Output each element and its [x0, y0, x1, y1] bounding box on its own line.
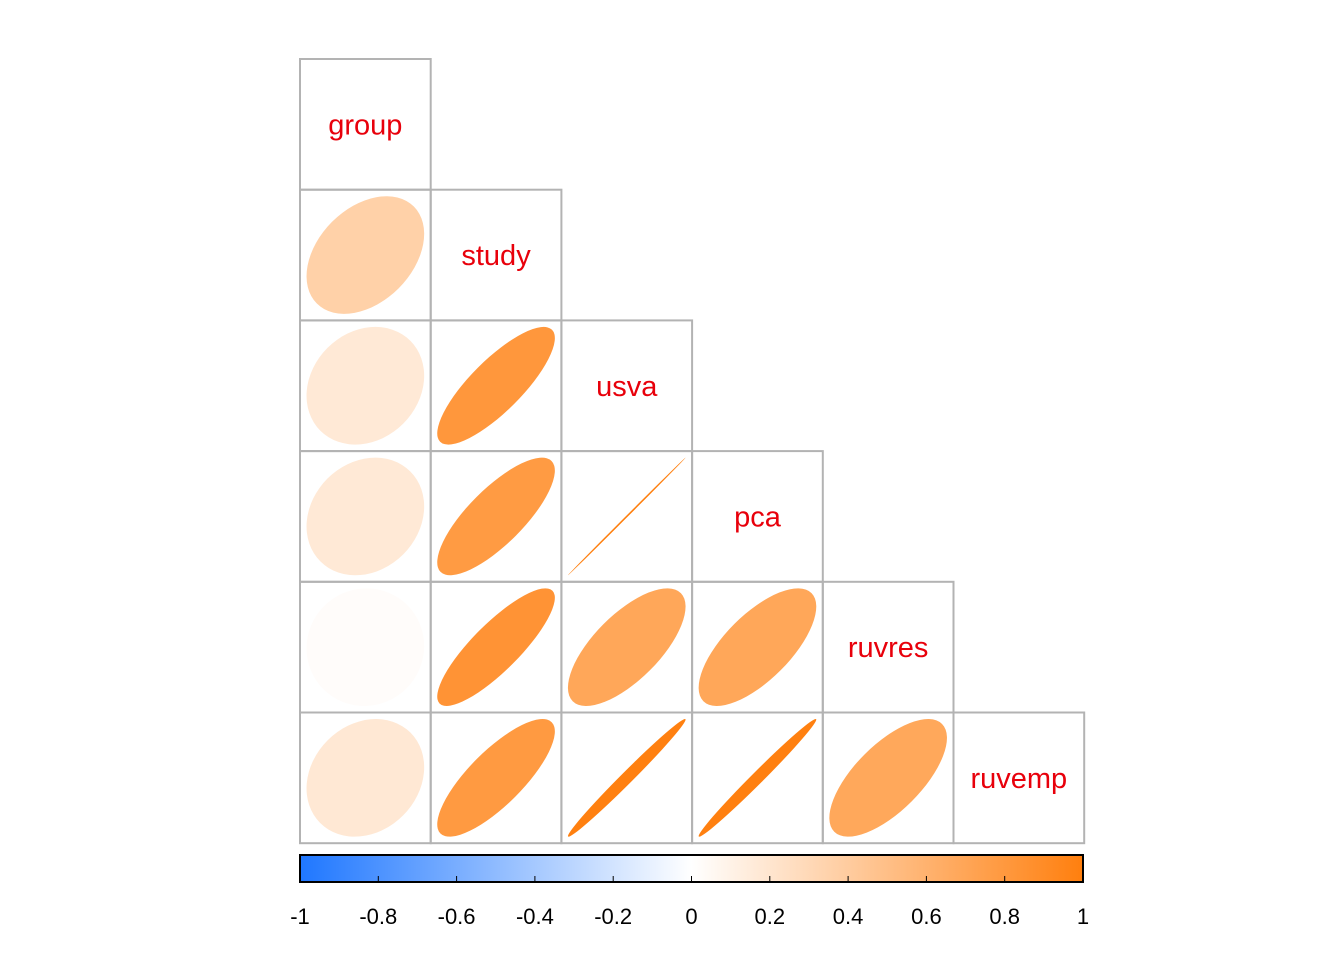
colorbar-tick-label: -0.4: [516, 904, 554, 929]
cell-ruvemp-ruvemp: [952, 711, 1086, 845]
ellipse-pca-usva: [567, 457, 686, 576]
ellipse-ruvemp-ruvres: [829, 719, 947, 837]
variable-label-study: study: [461, 240, 531, 272]
ellipse-usva-group: [306, 326, 425, 445]
variable-label-group: group: [328, 109, 402, 141]
variable-label-usva: usva: [596, 371, 658, 403]
ellipse-ruvemp-group: [306, 719, 425, 837]
colorbar-tick-label: 0: [685, 904, 697, 929]
ellipse-usva-study: [437, 326, 555, 445]
ellipse-ruvemp-study: [437, 719, 555, 837]
ellipse-ruvres-usva: [567, 588, 686, 706]
ellipse-ruvemp-pca: [698, 719, 817, 837]
colorbar-tick-label: -0.6: [438, 904, 476, 929]
colorbar-tick-label: -1: [290, 904, 310, 929]
ellipse-study-group: [306, 196, 425, 314]
variable-label-ruvemp: ruvemp: [970, 763, 1067, 795]
colorbar-tick-label: 0.6: [911, 904, 942, 929]
ellipse-ruvres-pca: [698, 588, 817, 706]
correlation-matrix: group study usva pca ruvres ruvemp: [299, 58, 1086, 845]
ellipse-ruvres-group: [306, 588, 425, 706]
ellipse-ruvemp-usva: [567, 719, 686, 837]
ellipse-pca-study: [437, 457, 555, 576]
variable-label-ruvres: ruvres: [848, 632, 929, 664]
colorbar-tick-label: 1: [1077, 904, 1089, 929]
ellipse-pca-group: [306, 457, 425, 576]
colorbar-tick-label: -0.2: [594, 904, 632, 929]
colorbar: -1 -0.8 -0.6 -0.4 -0.2 0 0.2 0.4 0.6 0.8 1: [290, 854, 1089, 929]
colorbar-tick-label: 0.8: [989, 904, 1020, 929]
colorbar-tick-label: 0.2: [755, 904, 786, 929]
variable-label-pca: pca: [734, 501, 782, 533]
ellipse-ruvres-study: [437, 588, 555, 706]
colorbar-tick-label: -0.8: [359, 904, 397, 929]
colorbar-tick-label: 0.4: [833, 904, 864, 929]
